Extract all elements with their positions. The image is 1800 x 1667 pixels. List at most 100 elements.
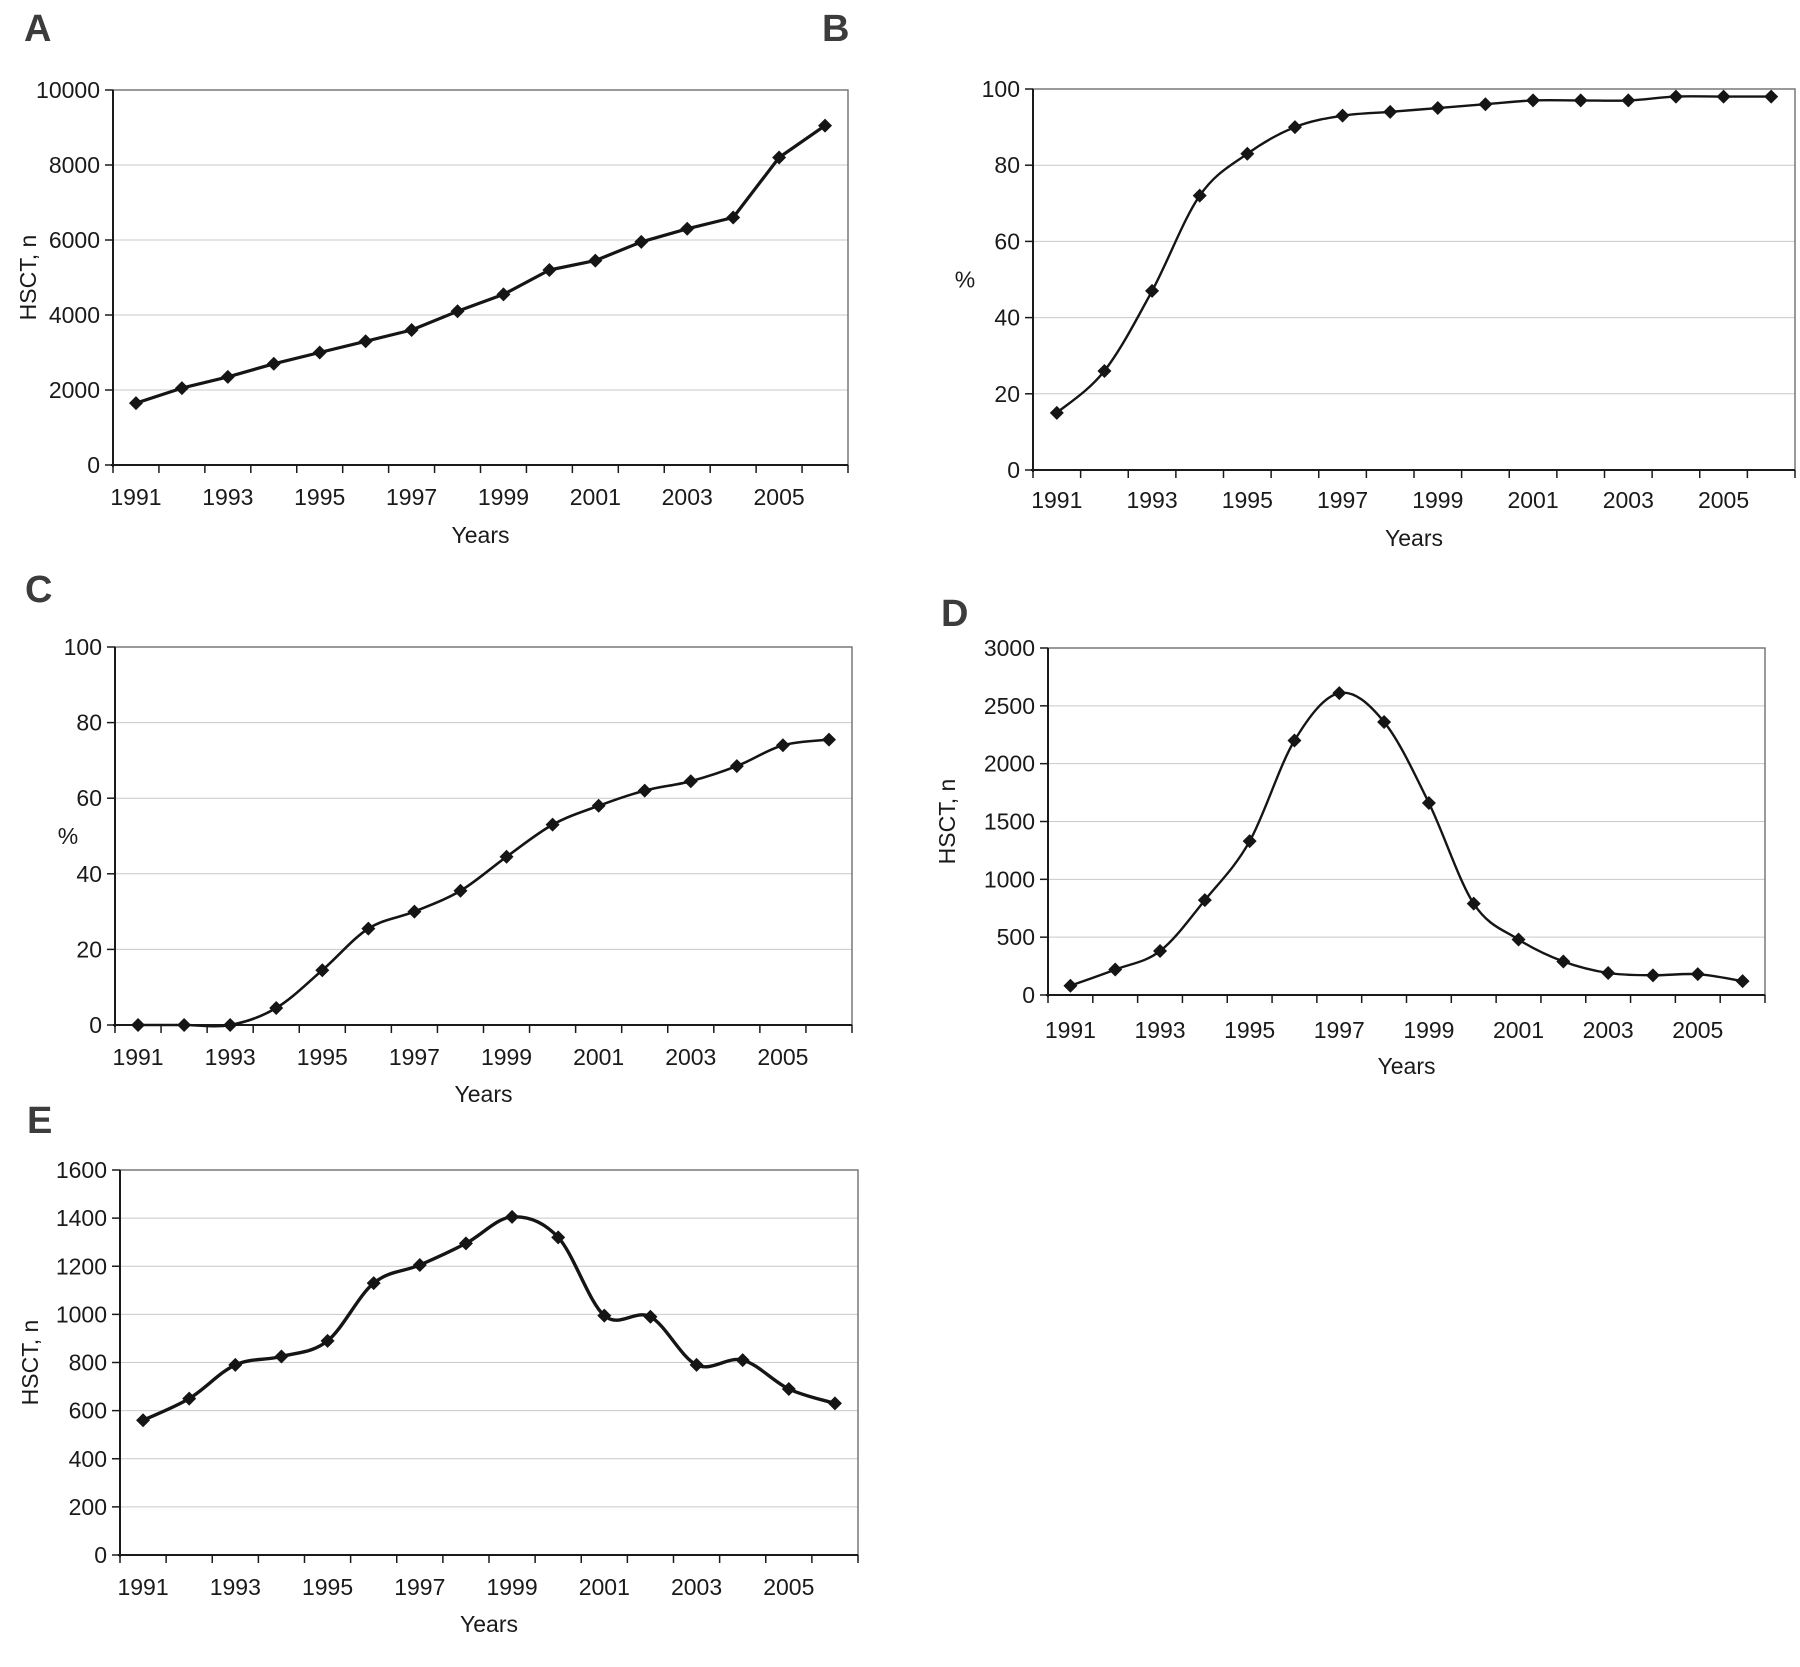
y-tick-label: 2000 bbox=[49, 377, 100, 403]
x-tick-label: 1995 bbox=[294, 484, 345, 510]
x-tick-label: 1993 bbox=[210, 1574, 261, 1600]
panel-b-letter: B bbox=[822, 8, 850, 50]
y-tick-label: 100 bbox=[982, 76, 1020, 102]
y-tick-label: 40 bbox=[76, 861, 102, 887]
y-tick-label: 60 bbox=[76, 785, 102, 811]
data-markers bbox=[131, 732, 836, 1032]
x-tick-label: 1995 bbox=[302, 1574, 353, 1600]
panel-c: C 0 20 40 60 80 100 1991 1993 1995 1997 1999 2001 20… bbox=[0, 565, 870, 1125]
panel-c-letter: C bbox=[25, 569, 53, 611]
x-tick-label: 2001 bbox=[573, 1044, 624, 1070]
y-tick-label: 0 bbox=[87, 452, 100, 478]
y-tick-label: 500 bbox=[997, 924, 1035, 950]
x-tick-label: 1993 bbox=[1126, 487, 1177, 513]
y-tick-label: 80 bbox=[76, 710, 102, 736]
x-axis-title: Years bbox=[1378, 1053, 1436, 1079]
data-line bbox=[1055, 95, 1773, 415]
data-markers bbox=[128, 118, 833, 411]
data-line bbox=[134, 124, 827, 405]
y-tick-label: 1000 bbox=[984, 866, 1035, 892]
plot-border bbox=[112, 89, 849, 466]
data-line bbox=[136, 738, 831, 1028]
x-tick-label: 1991 bbox=[1045, 1017, 1096, 1043]
x-tick-label: 2005 bbox=[763, 1574, 814, 1600]
y-tick-label: 1600 bbox=[56, 1157, 107, 1183]
y-tick-label: 2000 bbox=[984, 751, 1035, 777]
panel-b: B 0 20 40 60 80 100 1991 1993 1995 1997 1999 2001 20… bbox=[815, 0, 1800, 562]
y-axis-title: HSCT, n bbox=[15, 235, 41, 321]
chart-e: 0 200 400 600 800 1000 1200 1400 1600 1991 1993 199… bbox=[17, 1157, 859, 1637]
plot-border bbox=[1032, 88, 1796, 471]
y-tick-label: 200 bbox=[69, 1494, 107, 1520]
x-tick-label: 1997 bbox=[1314, 1017, 1365, 1043]
y-tick-label: 2500 bbox=[984, 693, 1035, 719]
x-tick-label: 1991 bbox=[117, 1574, 168, 1600]
x-tick-label: 1999 bbox=[478, 484, 529, 510]
y-tick-label: 1500 bbox=[984, 809, 1035, 835]
y-tick-label: 1200 bbox=[56, 1253, 107, 1279]
panel-e-letter: E bbox=[27, 1100, 53, 1142]
panel-d: D 0 500 1000 1500 2000 2500 3000 1991 1993 1995 19… bbox=[815, 565, 1800, 1115]
x-tick-label: 1993 bbox=[205, 1044, 256, 1070]
data-markers bbox=[136, 1209, 842, 1428]
y-tick-label: 6000 bbox=[49, 227, 100, 253]
y-tick-label: 10000 bbox=[36, 77, 100, 103]
plot-border bbox=[114, 646, 853, 1026]
data-line bbox=[141, 1215, 837, 1422]
x-axis-title: Years bbox=[460, 1611, 518, 1637]
y-axis-title: % bbox=[58, 823, 78, 849]
y-axis-title: % bbox=[955, 267, 975, 293]
y-tick-label: 4000 bbox=[49, 302, 100, 328]
chart-d: 0 500 1000 1500 2000 2500 3000 1991 1993 1995 1997… bbox=[934, 635, 1766, 1079]
y-tick-label: 400 bbox=[69, 1446, 107, 1472]
y-tick-label: 60 bbox=[994, 228, 1020, 254]
x-tick-label: 2001 bbox=[1493, 1017, 1544, 1043]
x-tick-label: 2003 bbox=[1583, 1017, 1634, 1043]
x-tick-label: 1997 bbox=[389, 1044, 440, 1070]
x-tick-label: 2003 bbox=[662, 484, 713, 510]
x-tick-label: 1991 bbox=[110, 484, 161, 510]
chart-b: 0 20 40 60 80 100 1991 1993 1995 1997 1999 2001 2003… bbox=[955, 76, 1796, 551]
y-tick-label: 0 bbox=[1007, 457, 1020, 483]
y-tick-label: 80 bbox=[994, 152, 1020, 178]
x-tick-label: 2003 bbox=[671, 1574, 722, 1600]
y-tick-label: 8000 bbox=[49, 152, 100, 178]
y-tick-label: 800 bbox=[69, 1350, 107, 1376]
y-tick-label: 100 bbox=[64, 634, 102, 660]
x-tick-label: 1997 bbox=[1317, 487, 1368, 513]
x-axis-title: Years bbox=[452, 522, 510, 548]
x-tick-label: 1999 bbox=[1412, 487, 1463, 513]
x-tick-label: 1999 bbox=[481, 1044, 532, 1070]
x-tick-label: 1999 bbox=[486, 1574, 537, 1600]
x-tick-label: 2005 bbox=[1698, 487, 1749, 513]
data-markers bbox=[1049, 89, 1779, 420]
y-axis-title: HSCT, n bbox=[934, 779, 960, 865]
x-tick-label: 2005 bbox=[757, 1044, 808, 1070]
y-tick-label: 0 bbox=[1022, 982, 1035, 1008]
x-tick-label: 2001 bbox=[570, 484, 621, 510]
x-tick-label: 1993 bbox=[1134, 1017, 1185, 1043]
y-tick-label: 3000 bbox=[984, 635, 1035, 661]
x-tick-label: 1991 bbox=[1031, 487, 1082, 513]
x-tick-label: 1991 bbox=[112, 1044, 163, 1070]
x-axis-title: Years bbox=[455, 1081, 513, 1107]
y-tick-label: 40 bbox=[994, 305, 1020, 331]
x-tick-label: 2005 bbox=[754, 484, 805, 510]
y-tick-label: 1000 bbox=[56, 1301, 107, 1327]
x-tick-label: 1995 bbox=[1222, 487, 1273, 513]
y-tick-label: 0 bbox=[89, 1012, 102, 1038]
chart-c: 0 20 40 60 80 100 1991 1993 1995 1997 1999 2001 2003… bbox=[58, 634, 853, 1107]
panel-e: E 0 200 400 600 800 1000 1200 1400 1600 1991 1993 1… bbox=[0, 1090, 870, 1667]
y-tick-label: 0 bbox=[94, 1542, 107, 1568]
panel-a-letter: A bbox=[24, 8, 52, 50]
panel-d-letter: D bbox=[941, 593, 969, 635]
x-tick-label: 1997 bbox=[394, 1574, 445, 1600]
y-tick-label: 20 bbox=[76, 936, 102, 962]
x-tick-label: 2003 bbox=[665, 1044, 716, 1070]
x-tick-label: 1997 bbox=[386, 484, 437, 510]
y-tick-label: 20 bbox=[994, 381, 1020, 407]
panel-a: A 0 2000 4000 6000 8000 10000 1991 1993 1995 1997… bbox=[0, 0, 870, 562]
data-line bbox=[1069, 691, 1744, 987]
y-tick-label: 600 bbox=[69, 1398, 107, 1424]
